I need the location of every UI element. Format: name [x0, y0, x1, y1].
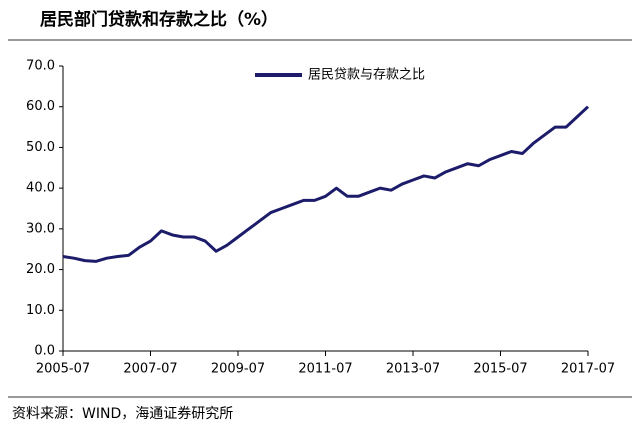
y-tick-label: 30.0 [26, 221, 55, 236]
y-tick-label: 0.0 [34, 344, 55, 359]
x-tick-label: 2017-07 [561, 362, 615, 377]
chart-title: 居民部门贷款和存款之比（%） [40, 9, 278, 30]
legend-label: 居民贷款与存款之比 [308, 68, 425, 83]
x-tick-label: 2011-07 [298, 362, 352, 377]
y-tick-label: 10.0 [26, 303, 55, 318]
x-tick-label: 2015-07 [473, 362, 527, 377]
x-tick-label: 2007-07 [123, 362, 177, 377]
y-tick-label: 40.0 [26, 181, 55, 196]
y-tick-label: 70.0 [26, 59, 55, 74]
source: 资料来源：WIND，海通证券研究所 [12, 406, 233, 422]
y-tick-label: 60.0 [26, 99, 55, 114]
series-line [62, 105, 590, 263]
y-tick-label: 50.0 [26, 140, 55, 155]
x-tick-label: 2005-07 [36, 362, 90, 377]
x-tick-label: 2013-07 [386, 362, 440, 377]
x-tick-label: 2009-07 [211, 362, 265, 377]
y-tick-label: 20.0 [26, 262, 55, 277]
